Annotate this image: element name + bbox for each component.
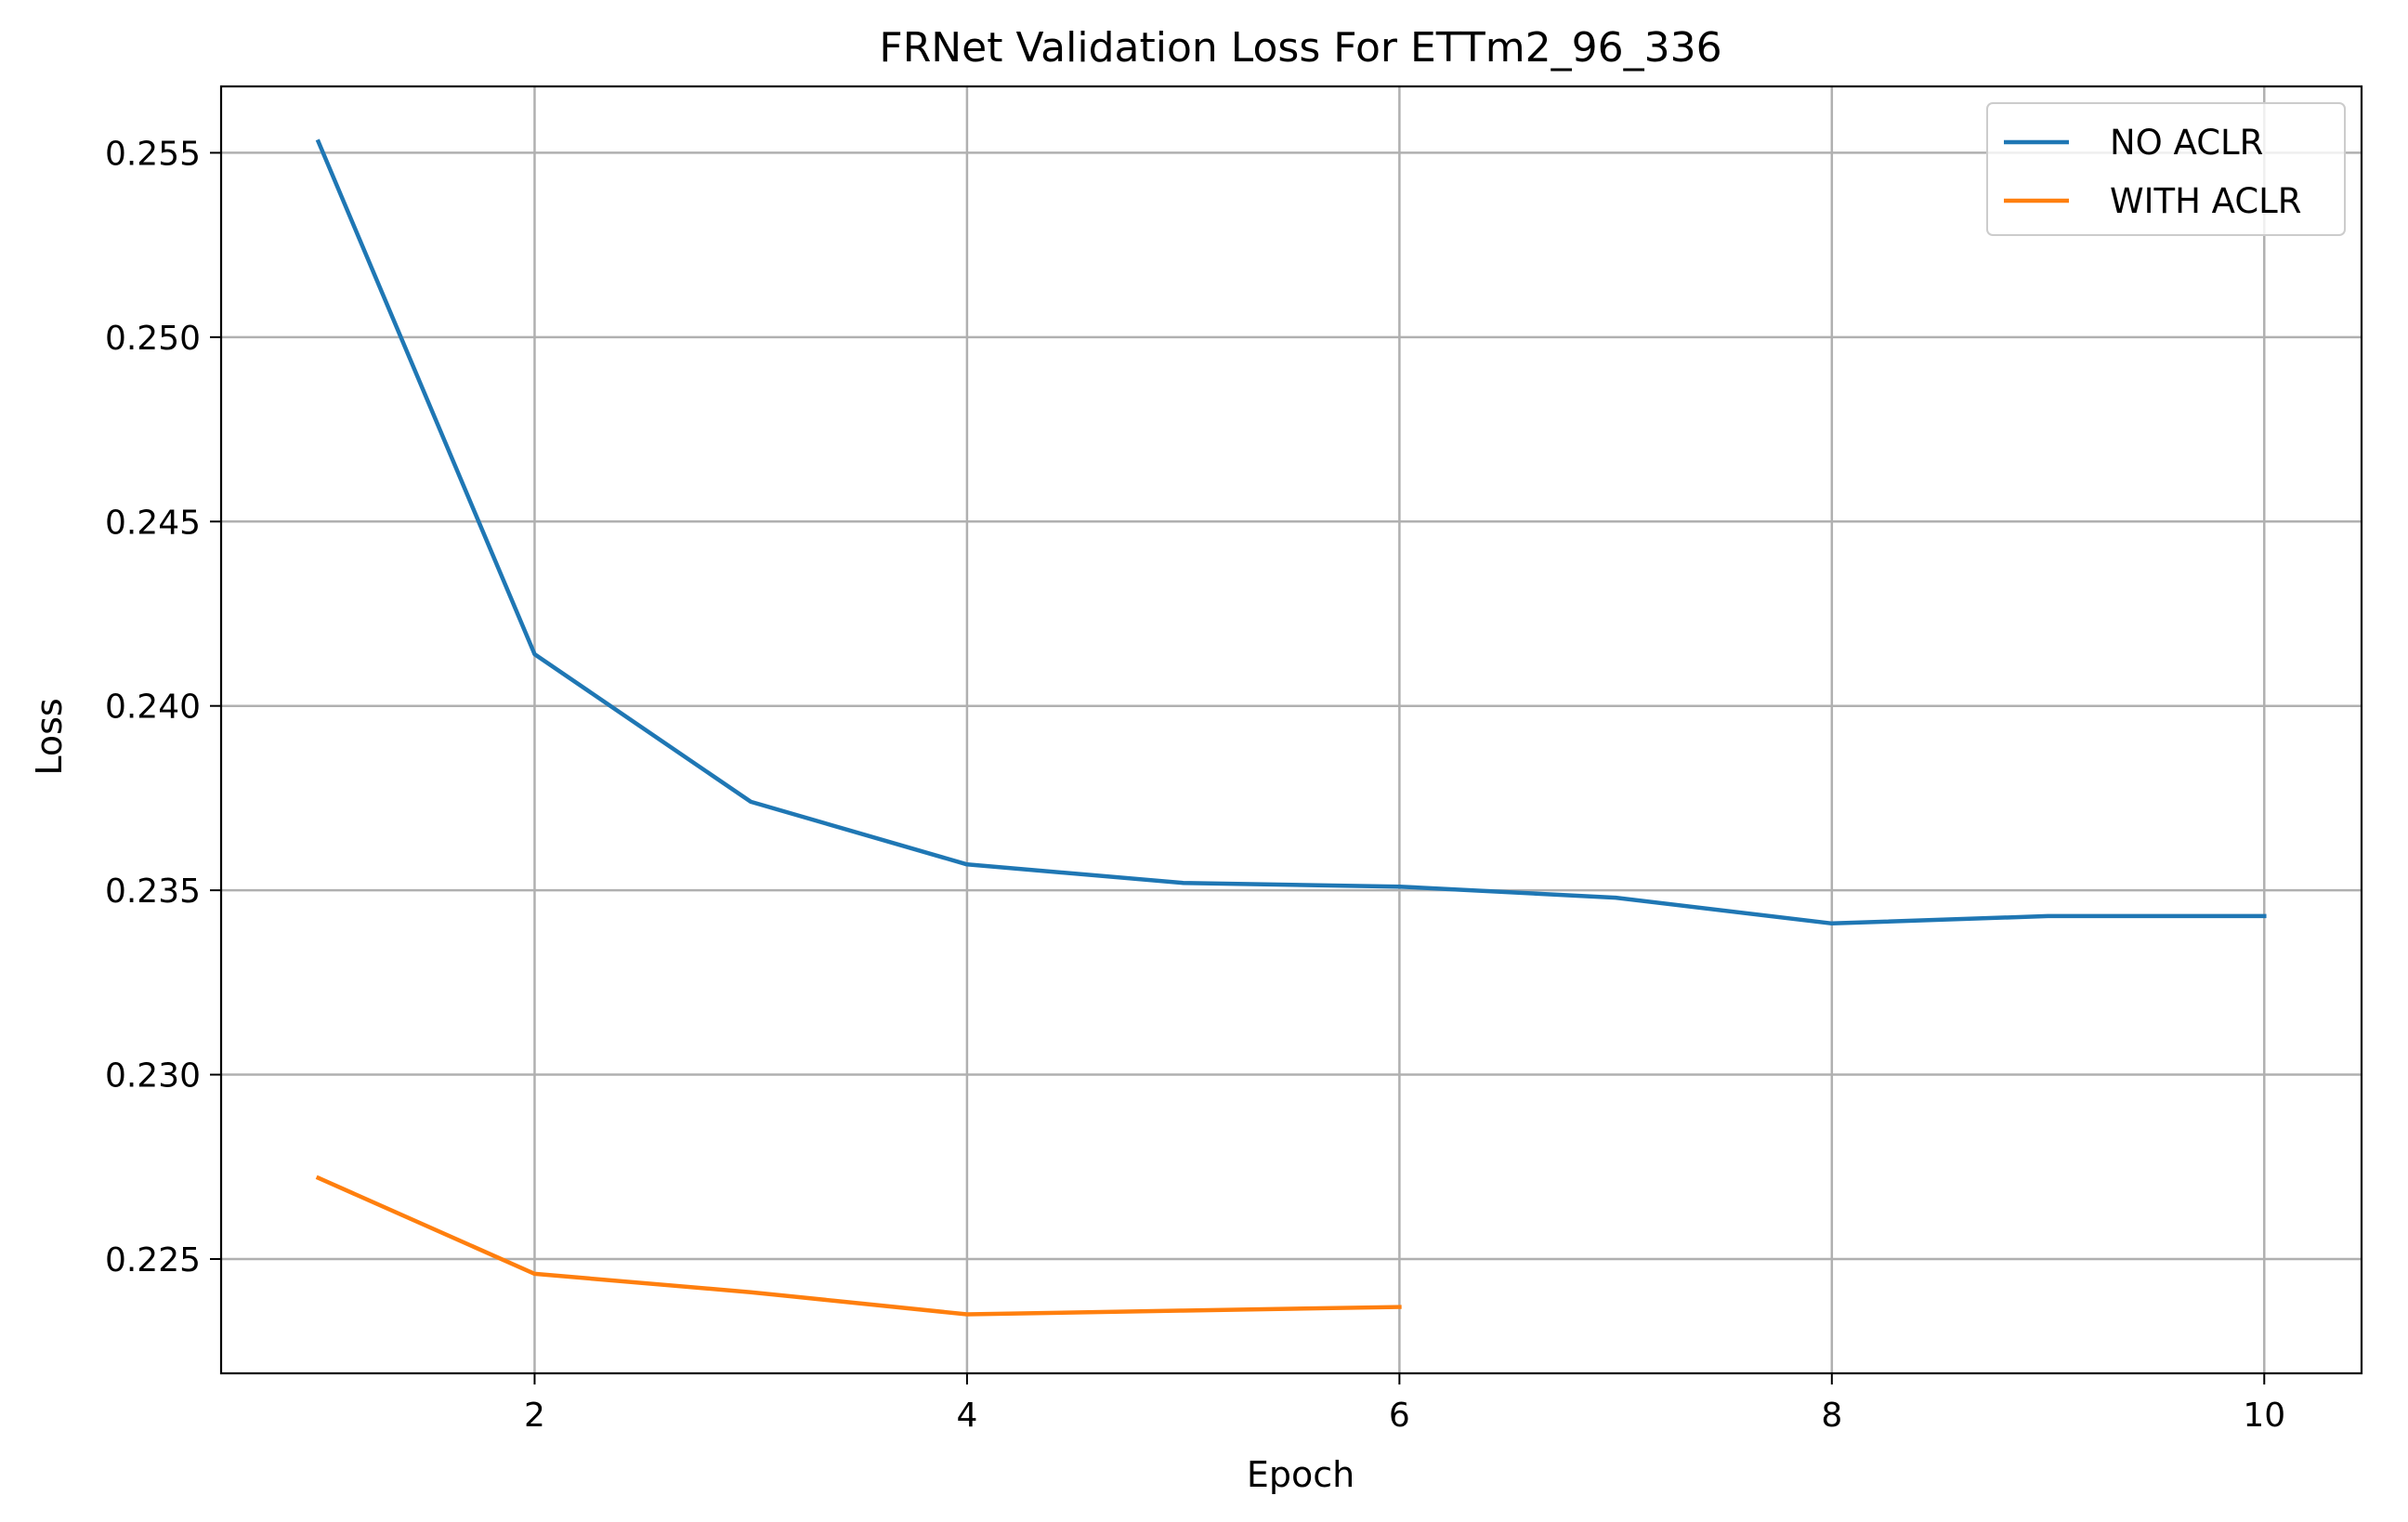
plot-frame — [219, 85, 2363, 1375]
x-tick-label: 10 — [2243, 1397, 2285, 1435]
y-tick-label: 0.245 — [105, 504, 201, 542]
y-tick-label: 0.225 — [105, 1241, 201, 1279]
legend-label: WITH ACLR — [2110, 181, 2302, 221]
x-tick-label: 2 — [524, 1397, 545, 1435]
y-tick-label: 0.250 — [105, 320, 201, 358]
legend-box — [1986, 102, 2346, 236]
y-tick-label: 0.230 — [105, 1057, 201, 1096]
grid — [221, 86, 2362, 1373]
legend-label: NO ACLR — [2110, 123, 2263, 163]
legend: NO ACLR WITH ACLR — [1986, 102, 2346, 236]
x-tick-label: 4 — [956, 1397, 977, 1435]
x-tick-label: 6 — [1389, 1397, 1410, 1435]
y-axis-label: Loss — [29, 698, 70, 775]
x-tick-label: 8 — [1821, 1397, 1842, 1435]
x-axis-label: Epoch — [1247, 1454, 1354, 1495]
y-tick-label: 0.240 — [105, 689, 201, 727]
y-tick-label: 0.235 — [105, 873, 201, 911]
ticks: 2 4 6 8 10 0.225 0.230 0.235 0.240 0.245 0.250 0.25… — [105, 135, 2285, 1435]
y-tick-label: 0.255 — [105, 135, 201, 173]
chart-title: FRNet Validation Loss For ETTm2_96_336 — [879, 24, 1721, 72]
series-line-no-aclr — [315, 138, 2267, 926]
series-lines — [315, 138, 2267, 1317]
series-line-with-aclr — [315, 1174, 1402, 1317]
